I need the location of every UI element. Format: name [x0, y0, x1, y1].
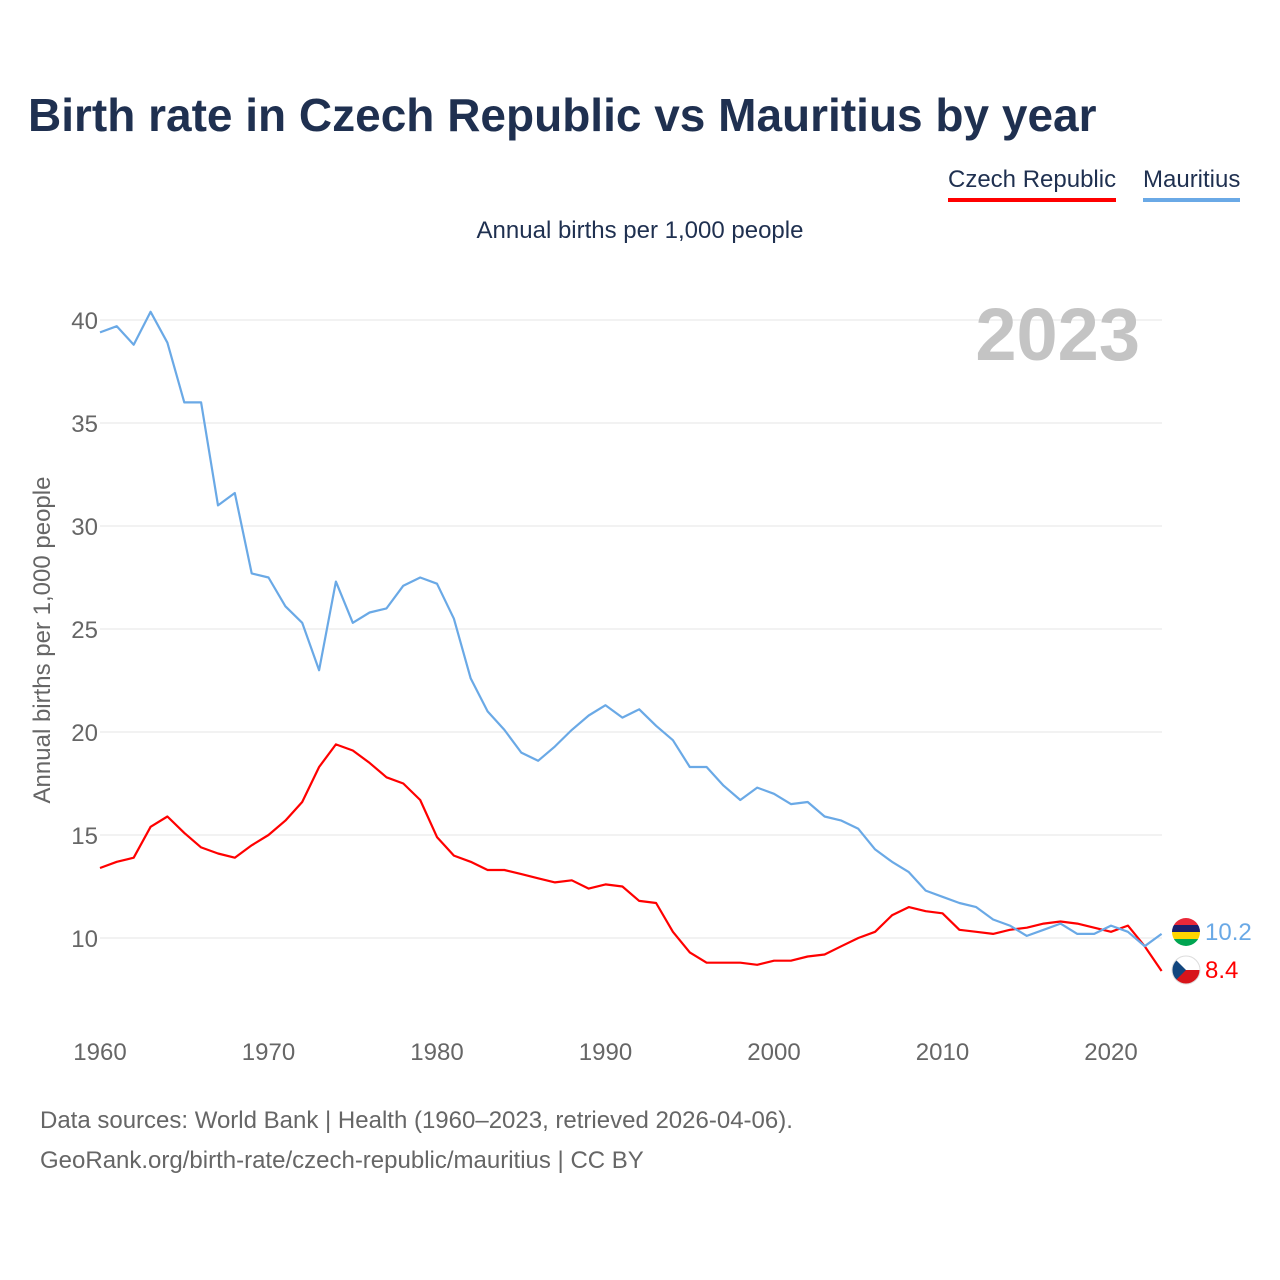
legend-item-mauritius[interactable]: Mauritius [1143, 166, 1241, 202]
legend-item-czech-republic[interactable]: Czech Republic [948, 166, 1117, 202]
chart-subtitle: Annual births per 1,000 people [476, 217, 804, 244]
y-tick-label: 35 [71, 411, 98, 438]
source-url[interactable]: GeoRank.org/birth-rate/czech-republic/ma… [40, 1147, 644, 1174]
x-tick-label: 1970 [242, 1039, 295, 1066]
line-chart: 10 15 20 25 30 35 40 1960 1970 1980 1990 2000 2010 20… [29, 293, 1252, 1066]
x-tick-label: 1980 [410, 1039, 463, 1066]
x-tick-label: 1960 [73, 1039, 126, 1066]
y-tick-label: 40 [71, 308, 98, 335]
y-axis-label: Annual births per 1,000 people [29, 477, 56, 804]
series-line-mauritius[interactable] [99, 310, 1163, 948]
y-tick-label: 20 [71, 720, 98, 747]
chart-title: Birth rate in Czech Republic vs Mauritiu… [28, 89, 1097, 141]
year-watermark: 2023 [975, 293, 1140, 376]
y-tick-label: 25 [71, 617, 98, 644]
x-tick-label: 2020 [1084, 1039, 1137, 1066]
y-tick-label: 30 [71, 514, 98, 541]
end-value-label-czech-republic: 8.4 [1205, 957, 1238, 984]
x-tick-label: 2010 [916, 1039, 969, 1066]
y-tick-label: 10 [71, 926, 98, 953]
series-line-czech-republic[interactable] [99, 743, 1163, 972]
source-note: Data sources: World Bank | Health (1960–… [40, 1107, 793, 1134]
y-tick-label: 15 [71, 823, 98, 850]
x-tick-label: 2000 [747, 1039, 800, 1066]
czech-republic-flag-icon [1172, 956, 1200, 984]
x-tick-label: 1990 [579, 1039, 632, 1066]
mauritius-flag-icon [1172, 918, 1200, 946]
end-value-label-mauritius: 10.2 [1205, 919, 1252, 946]
